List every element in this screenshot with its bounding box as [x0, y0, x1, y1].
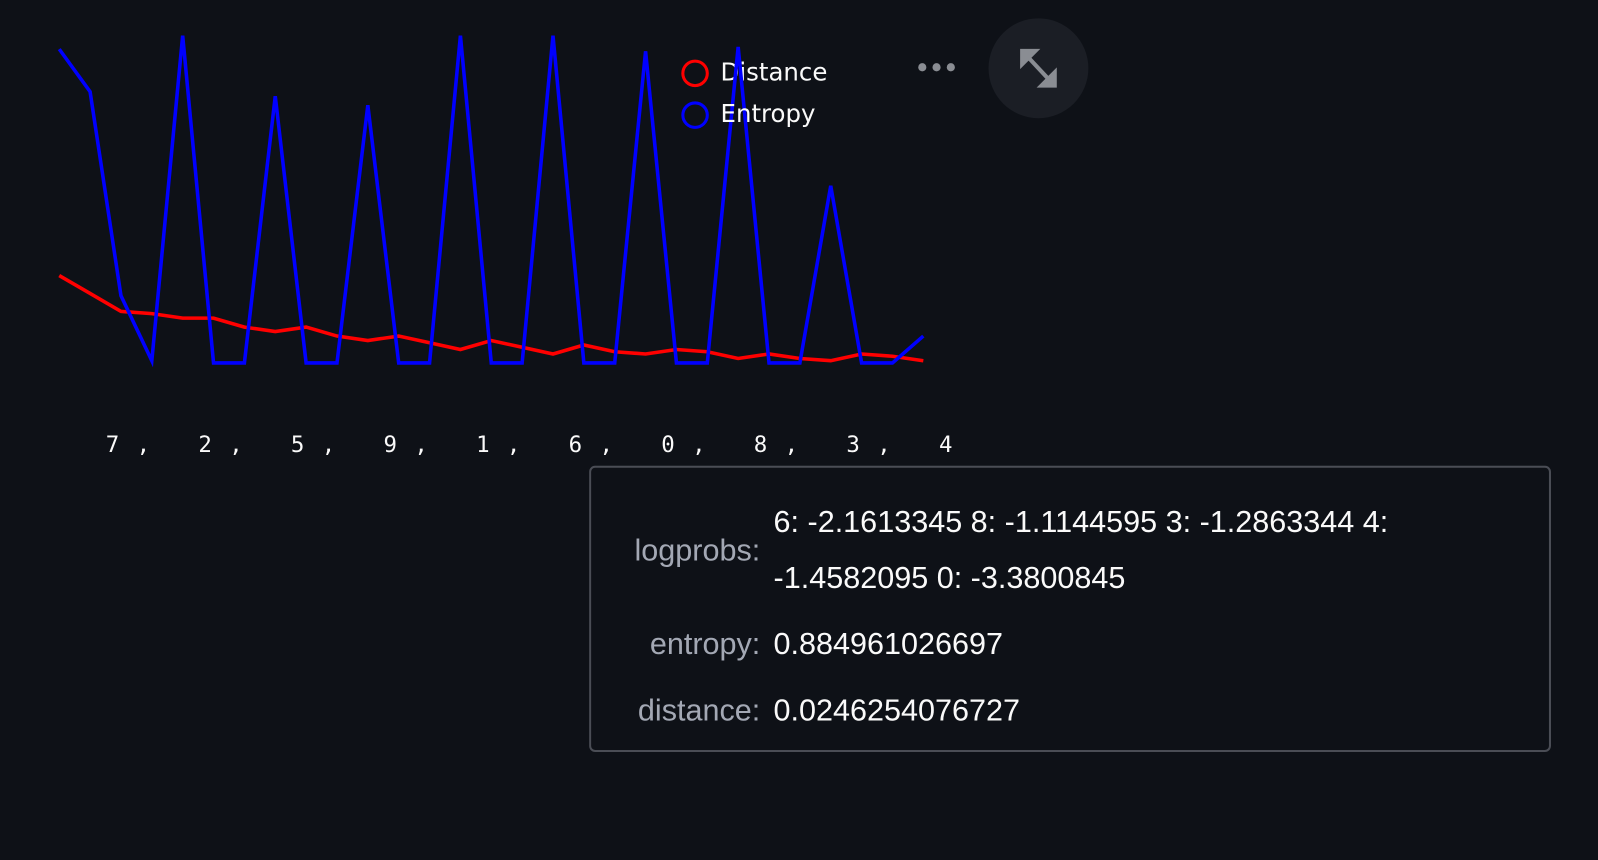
- series-line: [57, 35, 925, 368]
- x-tick-label: 8: [754, 432, 768, 458]
- x-tick-label: ,: [877, 432, 891, 458]
- x-tick-label: 0: [661, 432, 675, 458]
- legend-symbol: [681, 59, 709, 88]
- tooltip-label: entropy:: [649, 627, 761, 662]
- tooltip-value: 0.0246254076727: [773, 693, 1021, 728]
- x-tick-label: 3: [846, 432, 860, 458]
- menu-dots[interactable]: [918, 63, 955, 72]
- tooltip-holder: logprobs: 6: -2.1613345 8: -1.1144595 3: …: [589, 465, 1551, 752]
- tooltip-label: logprobs:: [634, 533, 761, 568]
- x-tick-label: ,: [692, 432, 706, 458]
- x-tick-label: 7: [106, 432, 119, 458]
- legend-label: Entropy: [721, 99, 816, 128]
- tooltip-row: logprobs: 6: -2.1613345 8: -1.1144595 3: …: [591, 494, 1528, 606]
- x-tick-label: ,: [600, 432, 614, 458]
- x-tick-label: ,: [414, 432, 428, 458]
- dot: [918, 63, 927, 72]
- x-tick-label: ,: [137, 432, 151, 458]
- dot: [932, 63, 941, 72]
- x-tick-label: 2: [198, 432, 212, 458]
- tooltip-label: distance:: [637, 693, 761, 728]
- fullscreen-button[interactable]: [988, 18, 1089, 119]
- dot: [946, 63, 955, 72]
- expand-icon: [1020, 48, 1057, 88]
- legend-symbol: [681, 101, 709, 129]
- x-tick-label: ,: [785, 432, 799, 458]
- tooltip-row: distance: 0.0246254076727: [591, 683, 1528, 739]
- series-line: [58, 273, 924, 363]
- x-tick-label: 9: [384, 432, 398, 458]
- x-tick-label: 6: [569, 432, 583, 458]
- x-tick-label: 4: [939, 432, 953, 458]
- x-tick-label: 1: [476, 432, 490, 458]
- x-tick-label: 5: [291, 432, 305, 458]
- tooltip-value: 6: -2.1613345 8: -1.1144595 3: -1.286334…: [773, 505, 1389, 596]
- x-tick-label: ,: [507, 432, 520, 458]
- x-tick-label: ,: [322, 432, 336, 458]
- x-tick-label: ,: [229, 432, 243, 458]
- tooltip-row: entropy: 0.884961026697: [591, 616, 1528, 672]
- tooltip: logprobs: 6: -2.1613345 8: -1.1144595 3: …: [589, 465, 1551, 752]
- tooltip-value: 0.884961026697: [773, 627, 1004, 662]
